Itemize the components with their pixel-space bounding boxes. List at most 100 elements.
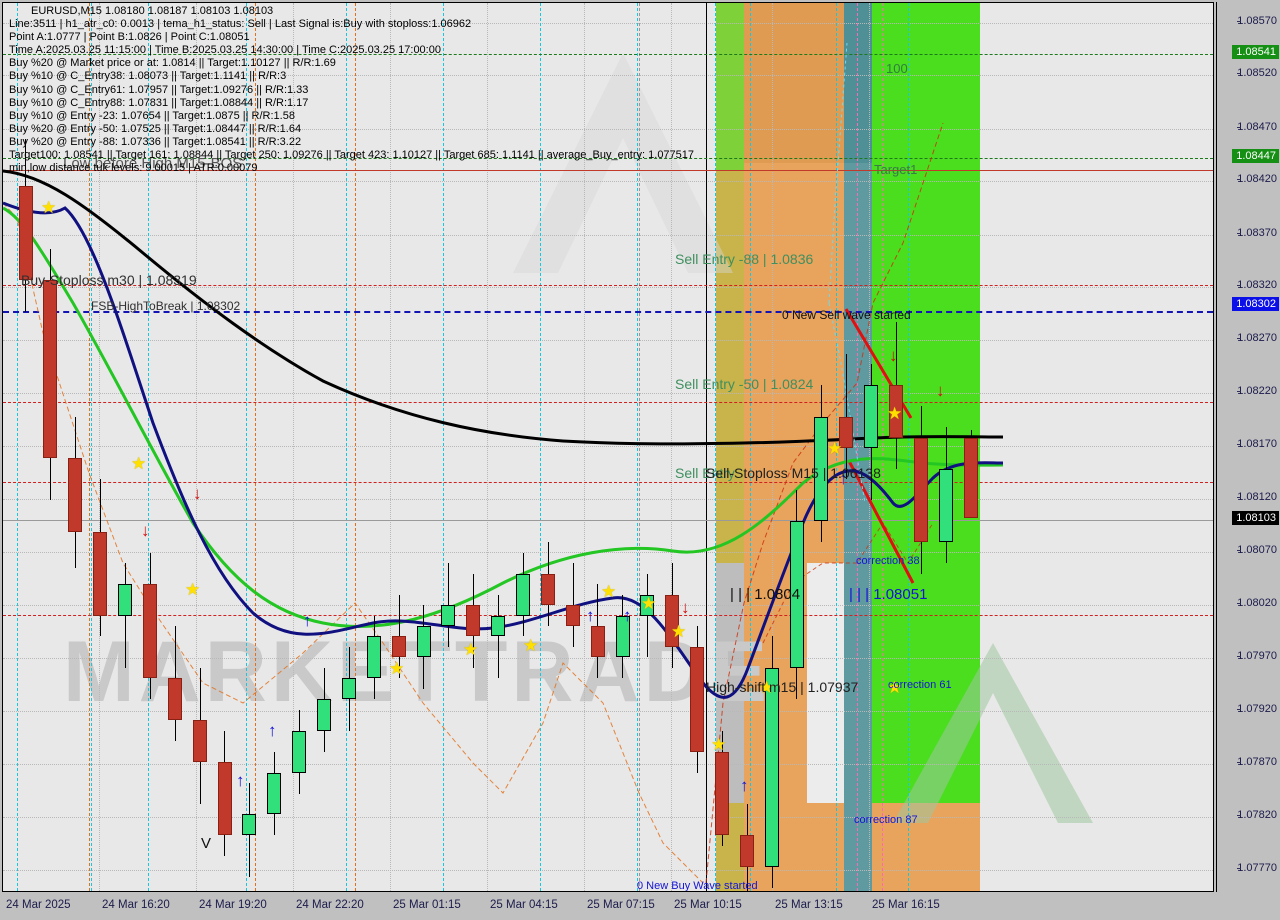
session-line-pink [857,3,858,891]
time-tick: 24 Mar 19:20 [199,899,267,911]
header-line: Time A:2025.03.25 11:15:00 | Time B:2025… [9,44,441,57]
tick-dash [1237,285,1242,286]
price-tick: 1.08370 [1237,227,1277,239]
price-tick: 1.08220 [1237,385,1277,397]
price-tick: 1.07770 [1237,862,1277,874]
price-highlight-label: 1.08447 [1232,149,1279,163]
price-highlight-label: 1.08302 [1232,297,1279,311]
header-line: min,low distance tuk levels: 9.00015 | A… [9,162,258,175]
time-tick: 25 Mar 13:15 [775,899,843,911]
tick-dash [1237,603,1242,604]
sell-arrow-icon: ↓ [889,346,898,365]
buy-arrow-icon: ↑ [839,469,848,488]
level-target161 [3,158,1213,159]
session-line-black [706,3,707,891]
time-tick: 25 Mar 01:15 [393,899,461,911]
sell-arrow-icon: ↓ [936,381,945,400]
star-signal-icon: ★ [601,582,617,601]
star-signal-icon: ★ [41,198,57,217]
star-signal-icon: ★ [827,439,843,458]
price-axis[interactable]: 1.08570 1.08520 1.08470 1.08420 1.08370 1.083… [1216,2,1280,892]
price-tick: 1.07920 [1237,703,1277,715]
level-sell-stoploss [3,482,1213,483]
star-signal-icon: ★ [711,735,727,754]
star-signal-icon: ★ [185,580,201,599]
chart-annotation: Sell Entry -88 | 1.0836 [675,251,814,267]
tick-dash [1237,444,1242,445]
header-line: Buy %10 @ C_Entry88: 1.07831 || Target:1… [9,96,309,109]
buy-arrow-icon: ↑ [740,776,749,795]
star-signal-icon: ★ [641,594,657,613]
tick-dash [1237,127,1242,128]
time-tick: 24 Mar 16:20 [102,899,170,911]
sell-arrow-icon: ↓ [681,598,690,617]
level-sell-entry [3,402,1213,403]
chart-annotation: FSB-HighToBreak | 1.08302 [91,299,241,313]
price-tick: 1.08270 [1237,332,1277,344]
buy-arrow-icon: ↑ [586,606,595,625]
chart-annotation: correction 38 [856,555,920,567]
price-highlight-label: 1.08103 [1232,511,1279,525]
tick-dash [1237,391,1242,392]
tick-dash [1237,709,1242,710]
price-tick: 1.08120 [1237,491,1277,503]
header-line: Target100: 1.08541 || Target 161: 1.0884… [9,149,695,162]
sell-arrow-icon: ↓ [141,521,150,540]
session-line-cyan [908,3,909,891]
price-tick: 1.08070 [1237,544,1277,556]
header-line: Buy %10 @ Entry -23: 1.07654 || Target:1… [9,109,295,122]
header-line: Line:3511 | h1_atr_c0: 0.0013 | tema_h1_… [9,18,472,31]
chart-annotation: Target1 [874,162,918,177]
header-line: Buy %20 @ Market price or at: 1.0814 || … [9,57,336,70]
session-line-cyan [750,3,751,891]
header-line: Buy %10 @ C_Entry38: 1.08073 || Target:1… [9,70,287,83]
chart-annotation: correction 87 [854,814,918,826]
price-tick: 1.08020 [1237,597,1277,609]
star-signal-icon: ★ [389,659,405,678]
time-axis[interactable]: 24 Mar 2025 24 Mar 16:20 24 Mar 19:20 24 Ma… [0,893,1280,920]
zone-orange-mask-top [744,3,844,163]
buy-arrow-icon: ↑ [623,606,632,625]
tick-dash [1237,338,1242,339]
chart-annotation: | | | 1.08051 [849,586,928,603]
header-line: Point A:1.0777 | Point B:1.0826 | Point … [9,31,250,44]
price-tick: 1.07970 [1237,650,1277,662]
chart-annotation: Sell Entry -50 | 1.0824 [675,376,814,392]
star-signal-icon: ★ [463,640,479,659]
chart-annotation: 0 New Buy Wave started [637,880,758,892]
zone-green-upper [716,3,744,171]
tick-dash [1237,73,1242,74]
chart-annotation: V [201,835,212,852]
price-tick: 1.07870 [1237,756,1277,768]
chart-plot-area[interactable]: MARKETTRADE [2,2,1214,892]
chart-annotation: 100 [886,61,908,76]
buy-arrow-icon: ↑ [268,721,277,740]
price-highlight-label: 1.08541 [1232,45,1279,59]
price-tick: 1.08420 [1237,173,1277,185]
symbol-ohlc-line: EURUSD,M15 1.08180 1.08187 1.08103 1.081… [31,5,274,17]
tick-dash [1237,868,1242,869]
price-tick: 1.07820 [1237,809,1277,821]
buy-arrow-icon: ↑ [303,611,312,630]
tick-dash [1237,815,1242,816]
sell-arrow-icon: ↓ [193,484,202,503]
chart-annotation: | | | 1.0804 [730,586,801,603]
tick-dash [1237,550,1242,551]
star-signal-icon: ★ [671,622,687,641]
tick-dash [1237,497,1242,498]
time-tick: 25 Mar 04:15 [490,899,558,911]
tick-dash [1237,179,1242,180]
session-line-pink [882,3,883,891]
price-tick: 1.08470 [1237,121,1277,133]
chart-annotation: Low before High M15-BOS [63,155,243,172]
buy-arrow-icon: ↑ [236,771,245,790]
chart-annotation: correction 61 [888,679,952,691]
zone-teal-top [844,3,872,163]
price-tick: 1.08570 [1237,15,1277,27]
time-tick: 25 Mar 16:15 [872,899,940,911]
chart-annotation: Sell-Stoploss M15 | 1.06138 [706,465,881,481]
tick-dash [1237,656,1242,657]
header-line: Buy %20 @ Entry -50: 1.07525 || Target:1… [9,122,302,135]
header-line: Buy %10 @ C_Entry61: 1.07957 || Target:1… [9,83,309,96]
